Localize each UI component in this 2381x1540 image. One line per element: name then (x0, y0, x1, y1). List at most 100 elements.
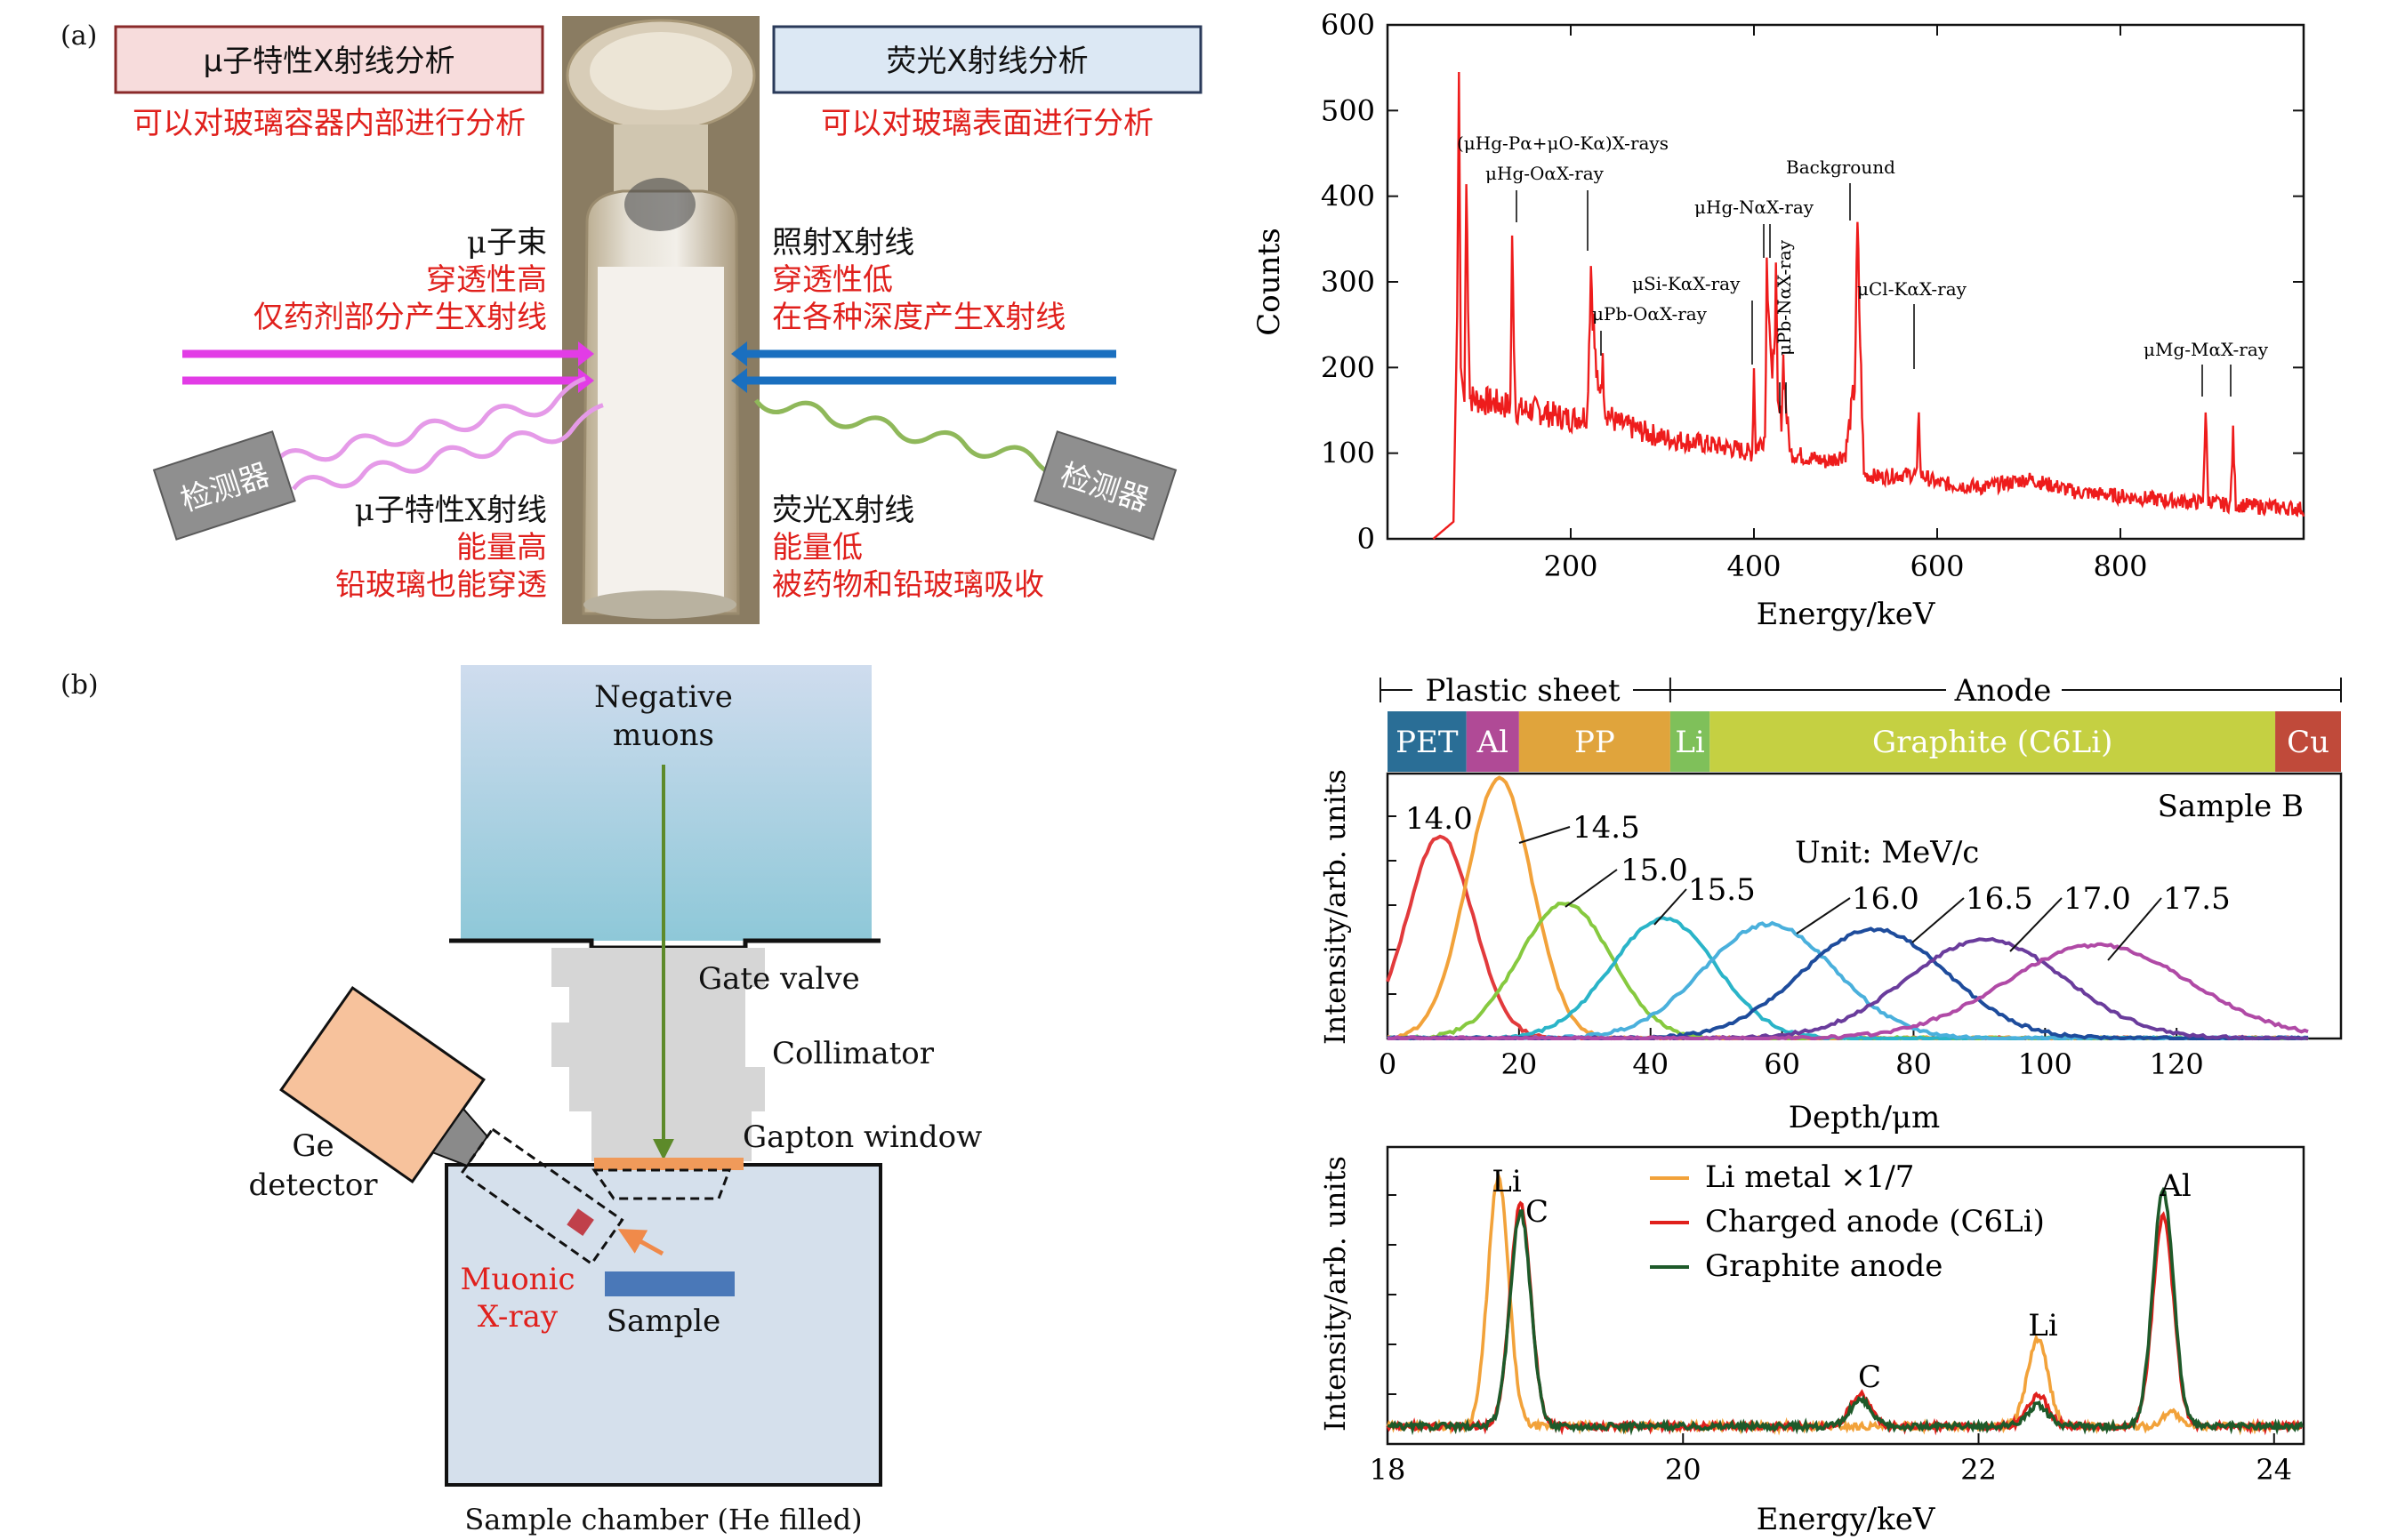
spectrum-annotation-7: μCl-KαX-ray (1857, 278, 1967, 300)
ge-detector-label-1: Ge (292, 1128, 334, 1164)
muon-xray-text-1: μ子特性X射线 (355, 493, 547, 528)
layer-label-1: Al (1476, 725, 1508, 760)
spectrum-annotation-1: μHg-OαX-ray (1485, 163, 1605, 184)
xray-ylabel: Intensity/arb. units (1318, 1156, 1352, 1432)
xray-x-tick-label-24: 24 (2256, 1453, 2292, 1487)
spectrum-annotation-2: μHg-NαX-ray (1694, 197, 1814, 218)
depth-series-leader-7 (2107, 897, 2162, 961)
layer-li (1669, 711, 1710, 772)
sample-b-label: Sample B (2158, 789, 2304, 824)
panel-a-schematic: (a) μ子特性X射线分析 荧光X射线分析 可以对玻璃容器内部进行分析 可以对玻… (60, 16, 1203, 624)
panel-b-label: (b) (60, 670, 99, 701)
spectrum-annotation-6: μPb-OαX-ray (1592, 303, 1708, 325)
depth-series-label-7: 17.5 (2163, 881, 2231, 917)
xray-xlabel: Energy/keV (1757, 1502, 1936, 1537)
muon-xray-wave-2 (291, 403, 604, 491)
depth-series-label-3: 15.5 (1688, 872, 1756, 908)
x-tick-label-400: 400 (1726, 549, 1781, 583)
xray-x-tick-label-22: 22 (1960, 1453, 1997, 1487)
window-dashed-outline (591, 1168, 732, 1200)
chamber-label: Sample chamber (He filled) (464, 1503, 862, 1536)
depth-series-16-0 (1387, 920, 2309, 1041)
depth-series-label-2: 15.0 (1621, 853, 1688, 888)
y-tick-label-300: 300 (1321, 265, 1375, 299)
fluor-xray-text-1: 荧光X射线 (772, 493, 914, 528)
spectrum-annotation-5: μPb-NαX-ray (1774, 239, 1795, 356)
spectrum-annotation-4: μSi-KαX-ray (1632, 273, 1741, 294)
fluor-analysis-box (772, 25, 1203, 94)
muonic-xray-arrow (617, 1229, 664, 1256)
collimator-tip (591, 1111, 752, 1161)
layer-graphite-c6li- (1709, 711, 2276, 772)
spectrum-annotation-8: μMg-MαX-ray (2144, 339, 2269, 360)
collimator-label: Collimator (772, 1036, 935, 1071)
window-label: Gapton window (743, 1119, 982, 1155)
muon-xray-text-3: 铅玻璃也能穿透 (335, 567, 547, 603)
depth-x-tick-label-40: 40 (1632, 1047, 1669, 1081)
spectrum-xlabel: Energy/keV (1757, 597, 1936, 632)
depth-series-label-5: 16.5 (1966, 881, 2033, 917)
muon-source (461, 665, 872, 941)
layer-label-2: PP (1574, 725, 1615, 760)
panel-b-apparatus: (b) Negative muons Gate valve Collimator… (60, 665, 982, 1536)
xray-beam-text-2: 穿透性低 (772, 262, 893, 298)
muon-beam-text: μ子束 穿透性高 仅药剂部分产生X射线 (253, 225, 547, 335)
muonic-label-2: X-ray (478, 1299, 559, 1335)
depth-series-label-6: 17.0 (2063, 881, 2131, 917)
peak-label-4: Al (2159, 1168, 2191, 1204)
bracket-plastic-label: Plastic sheet (1425, 673, 1620, 709)
fluor-xray-wave (753, 398, 1068, 478)
sample-label: Sample (607, 1303, 721, 1339)
fluor-analysis-title: 荧光X射线分析 (886, 44, 1088, 79)
peak-label-3: Li (2028, 1308, 2058, 1343)
depth-series-label-0: 14.0 (1405, 801, 1473, 837)
peak-label-2: C (1858, 1360, 1881, 1395)
depth-series-label-1: 14.5 (1573, 810, 1640, 846)
depth-series-leader-5 (1911, 897, 1965, 943)
bracket-anode-bg (1946, 672, 2062, 708)
detector-left: 检测器 (152, 430, 296, 541)
spectrum-annotation-0: (μHg-Pα+μO-Kα)X-rays (1457, 132, 1669, 154)
xray-series-2 (1387, 1186, 2304, 1436)
x-tick-label-200: 200 (1543, 549, 1597, 583)
muon-source-label-2: muons (613, 718, 714, 753)
muon-beam-text-1: μ子束 (467, 225, 547, 261)
y-tick-label-600: 600 (1321, 8, 1375, 42)
layer-pet (1388, 711, 1467, 772)
gate-valve-label: Gate valve (698, 961, 860, 997)
depth-profile-chart: PET Al PP Li Graphite (C6Li) Cu Plastic sheet A… (1318, 672, 2343, 1135)
muon-source-label-1: Negative (594, 679, 733, 715)
xray-beam-text-3: 在各种深度产生X射线 (772, 300, 1066, 335)
muon-analysis-title: μ子特性X射线分析 (204, 44, 455, 79)
bracket-anode-label: Anode (1954, 673, 2052, 709)
spectrum-line (1432, 71, 2305, 540)
depth-x-tick-label-100: 100 (2018, 1047, 2072, 1081)
legend-label-0: Li metal ×1/7 (1705, 1159, 1914, 1195)
layer-label-5: Cu (2287, 725, 2329, 760)
muon-beam-text-2: 穿透性高 (426, 262, 547, 298)
depth-ylabel: Intensity/arb. units (1318, 769, 1352, 1045)
depth-x-tick-label-0: 0 (1379, 1047, 1396, 1081)
layer-label-3: Li (1675, 725, 1705, 760)
y-tick-label-400: 400 (1321, 180, 1375, 213)
xray-beam-text-1: 照射X射线 (772, 225, 914, 261)
layer-pp (1518, 711, 1670, 772)
fluor-xray-text-3: 被药物和铅玻璃吸收 (772, 567, 1044, 603)
spectrum-annotation-3: Background (1786, 156, 1895, 178)
muon-analysis-box (114, 25, 544, 94)
depth-x-tick-label-80: 80 (1895, 1047, 1932, 1081)
xray-beam-text: 照射X射线 穿透性低 在各种深度产生X射线 (772, 225, 1066, 335)
peak-label-1: C (1525, 1194, 1548, 1230)
x-tick-label-800: 800 (2093, 549, 2147, 583)
xray-x-tick-label-20: 20 (1665, 1453, 1701, 1487)
depth-xlabel: Depth/μm (1789, 1100, 1941, 1135)
depth-series-17-0 (1387, 936, 2309, 1041)
legend-label-1: Charged anode (C6Li) (1705, 1204, 2045, 1239)
ge-detector (279, 985, 624, 1266)
x-tick-label-600: 600 (1910, 549, 1964, 583)
depth-series-leader-1 (1518, 826, 1571, 844)
y-tick-label-200: 200 (1321, 350, 1375, 384)
depth-series-leader-4 (1796, 897, 1851, 934)
sample-chamber (445, 1163, 882, 1487)
xray-x-tick-label-18: 18 (1370, 1453, 1406, 1487)
